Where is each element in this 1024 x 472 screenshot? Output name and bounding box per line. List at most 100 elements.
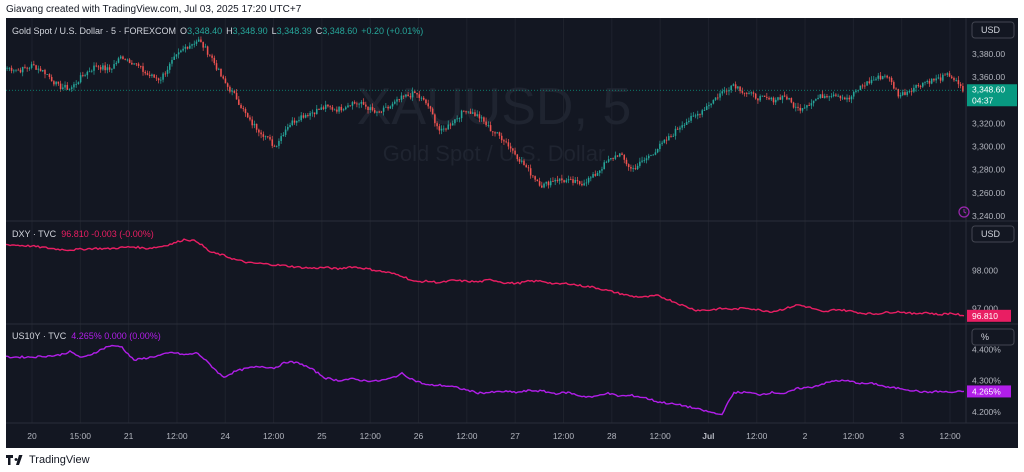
candle-body [445, 128, 447, 130]
time-tick-label: 25 [317, 431, 327, 441]
candle-body [396, 99, 398, 102]
candle-body [476, 114, 478, 116]
candle-body [106, 67, 109, 71]
candle-body [398, 99, 401, 101]
candle-body [619, 153, 621, 157]
candle-body [269, 137, 271, 140]
price-tick-label: 3,360.00 [972, 72, 1005, 82]
us10y-legend[interactable]: US10Y · TVC 4.265% 0.000 (0.00%) [12, 331, 161, 341]
candle-body [694, 115, 697, 117]
candle-body [828, 96, 830, 98]
candle-body [338, 106, 340, 112]
candle-body [728, 90, 730, 92]
chart-area[interactable]: XAUUSD, 5 Gold Spot / U.S. Dollar Gold S… [5, 18, 1018, 448]
candle-body [576, 180, 579, 182]
candle-body [590, 177, 592, 179]
candle-body [184, 46, 187, 49]
candle-body [661, 142, 663, 144]
candle-body [155, 77, 158, 79]
candle-body [739, 86, 741, 92]
candle-body [636, 165, 639, 170]
candle-body [177, 52, 180, 55]
candle-body [458, 118, 461, 119]
candle-body [763, 95, 766, 97]
candle-body [674, 128, 677, 136]
gold-legend[interactable]: Gold Spot / U.S. Dollar · 5 · FOREXCOM O3… [12, 26, 423, 36]
price-tick-label: 98.000 [972, 265, 998, 275]
candle-body [344, 107, 347, 110]
candle-body [518, 159, 521, 162]
candle-body [701, 110, 704, 115]
candle-body [942, 74, 944, 81]
candle-body [200, 39, 202, 43]
candle-body [556, 179, 559, 181]
candle-body [258, 129, 260, 133]
dxy-currency-button[interactable]: USD [971, 225, 1015, 243]
candle-body [202, 42, 204, 48]
candle-body [64, 84, 66, 88]
candle-body [541, 185, 543, 188]
candle-body [877, 75, 880, 79]
candle-body [124, 58, 126, 60]
candle-body [414, 91, 416, 93]
alert-clock-icon[interactable] [958, 206, 970, 218]
candle-body [39, 68, 42, 72]
candle-body [839, 95, 842, 99]
chart-credit: Giavang created with TradingView.com, Ju… [6, 4, 302, 15]
candle-body [899, 95, 902, 97]
candle-body [536, 179, 539, 182]
candle-body [937, 77, 940, 79]
candle-body [173, 56, 175, 60]
candle-body [26, 67, 28, 69]
candle-body [819, 94, 822, 98]
candle-body [90, 70, 93, 72]
candle-body [307, 115, 309, 116]
candle-body [959, 84, 962, 86]
dxy-legend[interactable]: DXY · TVC 96.810 -0.003 (-0.00%) [12, 229, 154, 239]
gold-currency-button[interactable]: USD [971, 21, 1015, 39]
time-tick-label: 12:00 [939, 431, 961, 441]
candle-body [249, 117, 251, 120]
candle-body [523, 160, 525, 166]
candle-body [142, 66, 144, 72]
time-tick-label: 24 [221, 431, 231, 441]
candle-body [70, 87, 73, 89]
candle-body [688, 120, 690, 122]
candle-body [525, 165, 527, 168]
time-tick-label: 21 [124, 431, 134, 441]
price-tick-label: 3,280.00 [972, 165, 1005, 175]
watermark-symbol: XAUUSD, 5 [357, 78, 632, 136]
time-axis[interactable]: 20 15:00 21 12:00 24 12:00 25 12:00 26 12:00 27 12:… [27, 431, 961, 441]
dxy-price-tag: 96.810 [967, 309, 1011, 322]
candle-body [529, 168, 532, 176]
candle-body [919, 86, 922, 87]
candle-body [547, 181, 550, 186]
candle-body [592, 174, 594, 178]
candle-body [402, 95, 405, 97]
candle-body [897, 89, 900, 97]
candle-body [696, 113, 699, 116]
candle-body [505, 141, 507, 143]
candle-body [692, 115, 695, 117]
candle-body [627, 164, 630, 168]
candle-body [235, 92, 238, 100]
candle-body [512, 148, 514, 151]
candle-body [28, 67, 31, 69]
chart-svg[interactable]: XAUUSD, 5 Gold Spot / U.S. Dollar Gold S… [5, 18, 1018, 448]
candle-body [886, 75, 888, 78]
candle-body [324, 104, 327, 109]
candle-body [844, 97, 846, 100]
candle-body [282, 134, 285, 137]
candle-body [137, 63, 140, 66]
us10y-unit-button[interactable]: % [971, 328, 1015, 346]
candle-body [291, 120, 294, 125]
candle-body [668, 136, 670, 141]
candle-body [774, 99, 777, 103]
us10y-price-tag: 4.265% [967, 385, 1011, 398]
candle-body [356, 103, 358, 105]
candle-body [875, 78, 877, 80]
candle-body [823, 96, 826, 99]
candle-body [311, 112, 314, 114]
candle-body [795, 106, 797, 108]
candle-body [639, 161, 641, 166]
